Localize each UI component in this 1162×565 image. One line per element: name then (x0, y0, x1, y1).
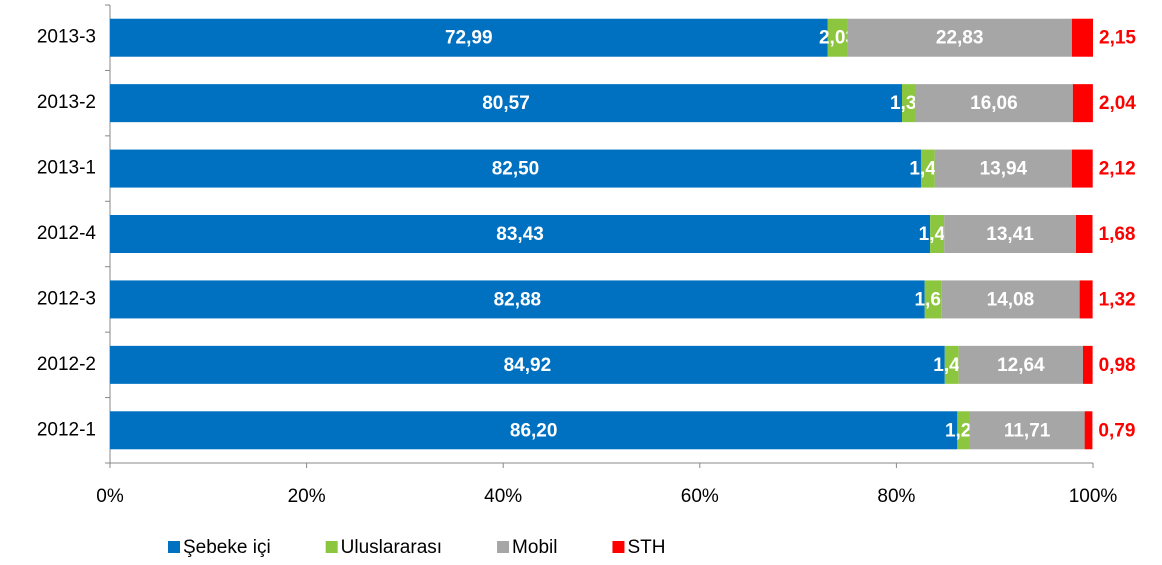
legend-swatch (325, 541, 338, 553)
bar-segment (110, 411, 958, 450)
bar-segment (944, 345, 959, 384)
x-tick-label: 40% (484, 486, 522, 507)
value-label: 83,43 (496, 224, 544, 245)
bar-segment (110, 280, 925, 319)
value-label: 72,99 (445, 28, 493, 49)
value-label: 1,32 (1099, 289, 1136, 310)
x-tick-label: 80% (877, 486, 915, 507)
value-label: 14,08 (987, 289, 1035, 310)
y-tick-label: 2012-3 (37, 288, 96, 309)
legend-swatch (168, 541, 180, 553)
legend-label: Şebeke içi (183, 537, 271, 558)
bar-segment (944, 215, 1076, 253)
legend-label: STH (627, 537, 665, 558)
value-label: 12,64 (997, 355, 1045, 376)
bar-segment (920, 149, 935, 188)
value-label: 0,98 (1099, 355, 1136, 376)
bar-segment (924, 280, 942, 319)
bar-segment (110, 345, 945, 384)
bar-segment (1079, 280, 1093, 319)
value-label: 82,50 (492, 159, 540, 180)
bar-segment (847, 18, 1072, 57)
value-label: 16,06 (970, 93, 1018, 114)
bar-segment (110, 215, 931, 253)
legend-label: Uluslararası (341, 537, 442, 558)
x-tick-label: 20% (288, 486, 326, 507)
legend-label: Mobil (512, 537, 557, 558)
bar-segment (902, 84, 915, 123)
bar-segment (930, 215, 945, 253)
y-tick-label: 2013-2 (37, 92, 96, 113)
value-label: 84,92 (504, 355, 552, 376)
bar-segment (1082, 345, 1093, 384)
bar-segment (1072, 84, 1093, 123)
value-label: 1,68 (1099, 224, 1136, 245)
bar-segment (969, 411, 1085, 450)
legend-swatch (497, 541, 510, 553)
y-tick-label: 2013-3 (37, 27, 96, 48)
bar-segment (1071, 149, 1093, 188)
y-tick-label: 2012-1 (37, 419, 96, 440)
value-label: 13,41 (986, 224, 1034, 245)
y-tick-label: 2012-4 (37, 223, 97, 244)
value-label: 22,83 (936, 28, 984, 49)
x-tick-label: 100% (1069, 486, 1118, 507)
bar-segment (827, 18, 848, 57)
bar-segment (957, 411, 970, 450)
x-tick-label: 0% (96, 486, 124, 507)
value-label: 2,03 (819, 28, 856, 49)
x-tick-label: 60% (681, 486, 719, 507)
bar-segment (1075, 215, 1093, 253)
y-tick-label: 2012-2 (37, 354, 96, 375)
bar-segment (914, 84, 1073, 123)
value-label: 80,57 (482, 93, 530, 114)
bar-segment (110, 84, 903, 123)
value-label: 0,79 (1098, 420, 1135, 441)
bar-segment (934, 149, 1072, 188)
value-label: 86,20 (510, 420, 558, 441)
value-label: 13,94 (980, 159, 1028, 180)
y-tick-label: 2013-1 (37, 158, 96, 179)
bar-segment (110, 149, 921, 188)
value-label: 82,88 (494, 289, 542, 310)
value-label: 2,04 (1099, 93, 1136, 114)
value-label: 2,12 (1099, 159, 1136, 180)
bar-segment (941, 280, 1080, 319)
legend-swatch (612, 541, 625, 553)
bar-segment (1071, 18, 1093, 57)
bar-segment (110, 18, 828, 57)
bar-segment (1084, 411, 1093, 450)
bar-segment (958, 345, 1083, 384)
value-label: 2,15 (1099, 28, 1136, 49)
value-label: 11,71 (1004, 420, 1051, 441)
